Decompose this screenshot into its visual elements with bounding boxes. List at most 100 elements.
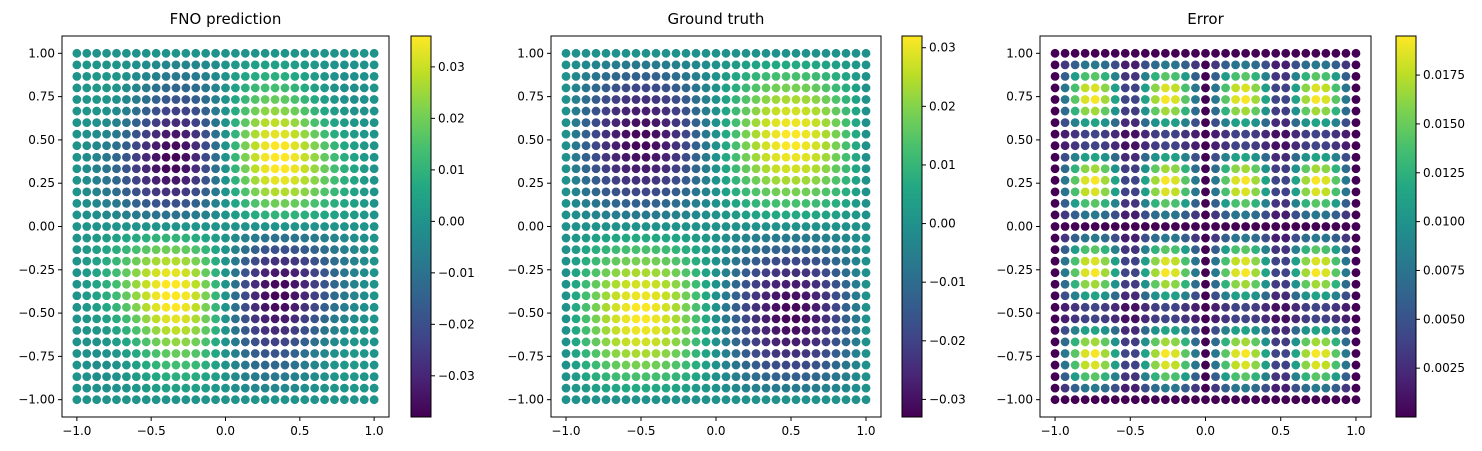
scatter-point bbox=[701, 187, 711, 197]
scatter-point bbox=[330, 256, 339, 266]
scatter-point bbox=[122, 83, 131, 93]
scatter-point bbox=[801, 349, 811, 358]
scatter-point bbox=[1110, 164, 1120, 174]
scatter-point bbox=[1301, 48, 1311, 58]
scatter-point bbox=[1221, 175, 1230, 185]
scatter-point bbox=[221, 118, 230, 127]
scatter-point bbox=[320, 302, 329, 312]
scatter-point bbox=[721, 256, 731, 266]
scatter-point bbox=[151, 233, 161, 243]
scatter-point bbox=[131, 372, 141, 381]
scatter-point bbox=[1301, 326, 1311, 335]
scatter-point bbox=[771, 164, 781, 174]
scatter-point bbox=[1281, 187, 1291, 197]
scatter-point bbox=[1241, 141, 1251, 151]
scatter-point bbox=[731, 210, 741, 220]
scatter-point bbox=[1130, 326, 1140, 335]
scatter-point bbox=[1251, 152, 1261, 162]
scatter-point bbox=[601, 360, 611, 370]
scatter-point bbox=[82, 106, 92, 116]
scatter-point bbox=[1070, 233, 1080, 243]
scatter-point bbox=[122, 360, 131, 370]
scatter-point bbox=[561, 48, 571, 58]
scatter-point bbox=[1150, 83, 1160, 93]
scatter-point bbox=[211, 279, 220, 289]
scatter-point bbox=[1231, 164, 1240, 174]
scatter-point bbox=[240, 314, 250, 324]
scatter-point bbox=[591, 141, 601, 151]
scatter-point bbox=[761, 222, 771, 231]
scatter-point bbox=[161, 395, 171, 405]
scatter-point bbox=[641, 349, 651, 358]
scatter-point bbox=[711, 279, 721, 289]
scatter-point bbox=[359, 395, 369, 405]
scatter-point bbox=[320, 372, 329, 381]
scatter-point bbox=[260, 152, 270, 162]
scatter-point bbox=[290, 279, 300, 289]
scatter-point bbox=[641, 129, 651, 139]
scatter-point bbox=[330, 349, 339, 358]
scatter-point bbox=[359, 268, 369, 278]
scatter-point bbox=[1050, 141, 1060, 151]
scatter-point bbox=[671, 360, 681, 370]
scatter-point bbox=[310, 256, 320, 266]
scatter-point bbox=[1321, 199, 1331, 208]
scatter-point bbox=[131, 395, 141, 405]
scatter-point bbox=[340, 383, 349, 393]
scatter-point bbox=[1251, 175, 1261, 185]
scatter-point bbox=[221, 129, 230, 139]
scatter-point bbox=[340, 72, 349, 81]
scatter-point bbox=[181, 60, 191, 70]
scatter-point bbox=[771, 360, 781, 370]
scatter-point bbox=[671, 383, 681, 393]
scatter-point bbox=[1060, 48, 1070, 58]
scatter-point bbox=[771, 199, 781, 208]
scatter-point bbox=[651, 302, 661, 312]
scatter-point bbox=[1080, 141, 1090, 151]
scatter-point bbox=[1090, 164, 1100, 174]
scatter-point bbox=[1341, 314, 1351, 324]
scatter-point bbox=[1201, 314, 1210, 324]
scatter-point bbox=[221, 60, 230, 70]
scatter-point bbox=[1090, 268, 1100, 278]
scatter-point bbox=[671, 337, 681, 347]
scatter-point bbox=[112, 83, 121, 93]
scatter-point bbox=[201, 106, 211, 116]
scatter-point bbox=[151, 291, 161, 301]
scatter-point bbox=[1211, 233, 1220, 243]
scatter-point bbox=[330, 129, 339, 139]
panel-1: FNO prediction−1.0 −0.5 0.0 0.5 1.01.000.750… bbox=[18, 10, 475, 438]
scatter-point bbox=[821, 302, 831, 312]
scatter-point bbox=[1231, 349, 1240, 358]
scatter-point bbox=[181, 256, 191, 266]
scatter-point bbox=[1231, 302, 1240, 312]
scatter-point bbox=[1090, 60, 1100, 70]
scatter-point bbox=[1271, 326, 1281, 335]
scatter-point bbox=[801, 233, 811, 243]
scatter-point bbox=[1100, 118, 1110, 127]
scatter-point bbox=[1301, 302, 1311, 312]
scatter-point bbox=[761, 245, 771, 254]
scatter-point bbox=[1150, 210, 1160, 220]
scatter-point bbox=[82, 129, 92, 139]
scatter-point bbox=[349, 360, 359, 370]
scatter-point bbox=[681, 118, 691, 127]
scatter-point bbox=[191, 268, 201, 278]
scatter-point bbox=[1100, 199, 1110, 208]
scatter-point bbox=[751, 164, 761, 174]
scatter-point bbox=[1271, 372, 1281, 381]
scatter-point bbox=[1201, 291, 1210, 301]
scatter-point bbox=[681, 152, 691, 162]
scatter-point bbox=[691, 187, 701, 197]
scatter-point bbox=[340, 268, 349, 278]
scatter-point bbox=[1221, 360, 1230, 370]
scatter-point bbox=[761, 233, 771, 243]
scatter-point bbox=[82, 326, 92, 335]
scatter-point bbox=[310, 106, 320, 116]
scatter-point bbox=[330, 279, 339, 289]
scatter-point bbox=[741, 245, 751, 254]
scatter-point bbox=[601, 372, 611, 381]
scatter-point bbox=[561, 199, 571, 208]
scatter-point bbox=[691, 302, 701, 312]
scatter-point bbox=[131, 187, 141, 197]
